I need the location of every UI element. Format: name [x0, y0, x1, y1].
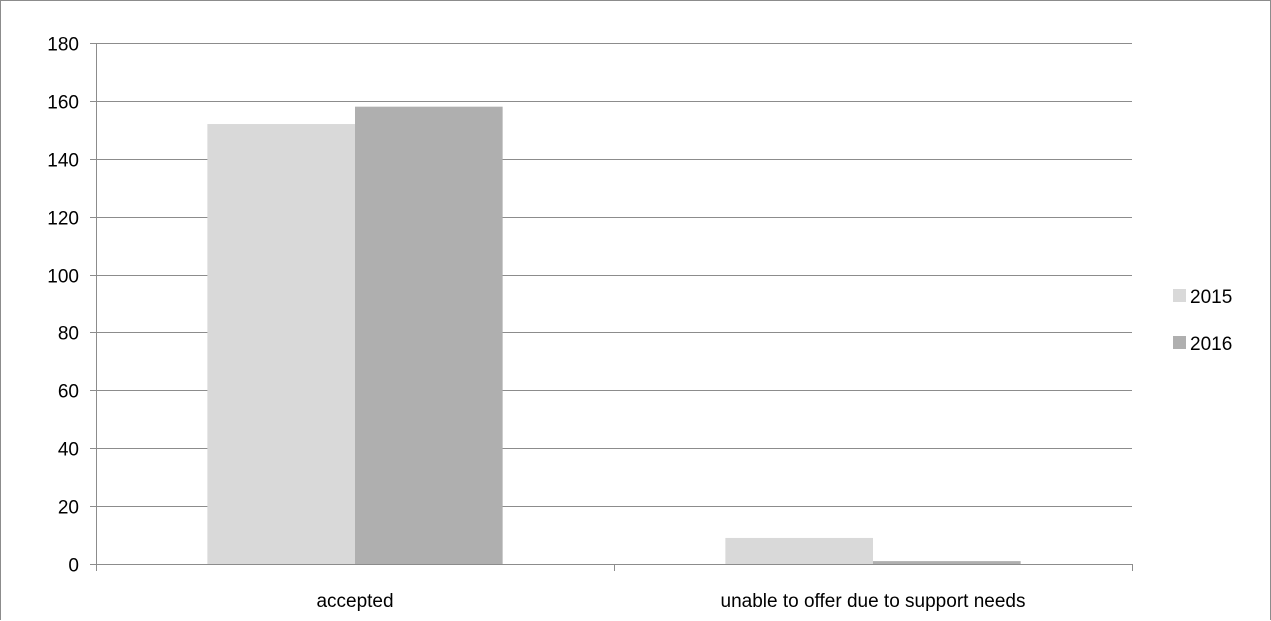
y-tick-label-80: 80 [58, 324, 79, 345]
x-axis-category-labels: accepted unable to offer due to support n… [316, 591, 1025, 612]
legend-swatch-2016 [1173, 336, 1186, 349]
y-tick-label-40: 40 [58, 440, 79, 461]
y-tick-label-180: 180 [47, 35, 79, 56]
y-tick-label-100: 100 [47, 267, 79, 288]
legend-label-2016: 2016 [1190, 334, 1232, 355]
y-tick-label-0: 0 [68, 556, 79, 577]
y-tick-label-60: 60 [58, 382, 79, 403]
x-category-label-0: accepted [316, 591, 393, 612]
bar-2016-accepted [355, 106, 503, 564]
y-tick-label-20: 20 [58, 498, 79, 519]
bars [207, 106, 1021, 565]
bar-2016-unable-to-offer [873, 561, 1021, 564]
y-axis-tick-labels: 0 20 40 60 80 100 120 140 160 180 [47, 35, 79, 577]
y-tick-label-120: 120 [47, 209, 79, 230]
bar-2015-unable-to-offer [725, 537, 873, 564]
x-category-label-1: unable to offer due to support needs [721, 591, 1026, 612]
bar-2015-accepted [207, 124, 355, 565]
legend: 2015 2016 [1173, 287, 1232, 355]
y-tick-label-140: 140 [47, 151, 79, 172]
legend-label-2015: 2015 [1190, 287, 1232, 308]
y-tick-label-160: 160 [47, 93, 79, 114]
legend-swatch-2015 [1173, 289, 1186, 302]
axes [90, 43, 1133, 571]
